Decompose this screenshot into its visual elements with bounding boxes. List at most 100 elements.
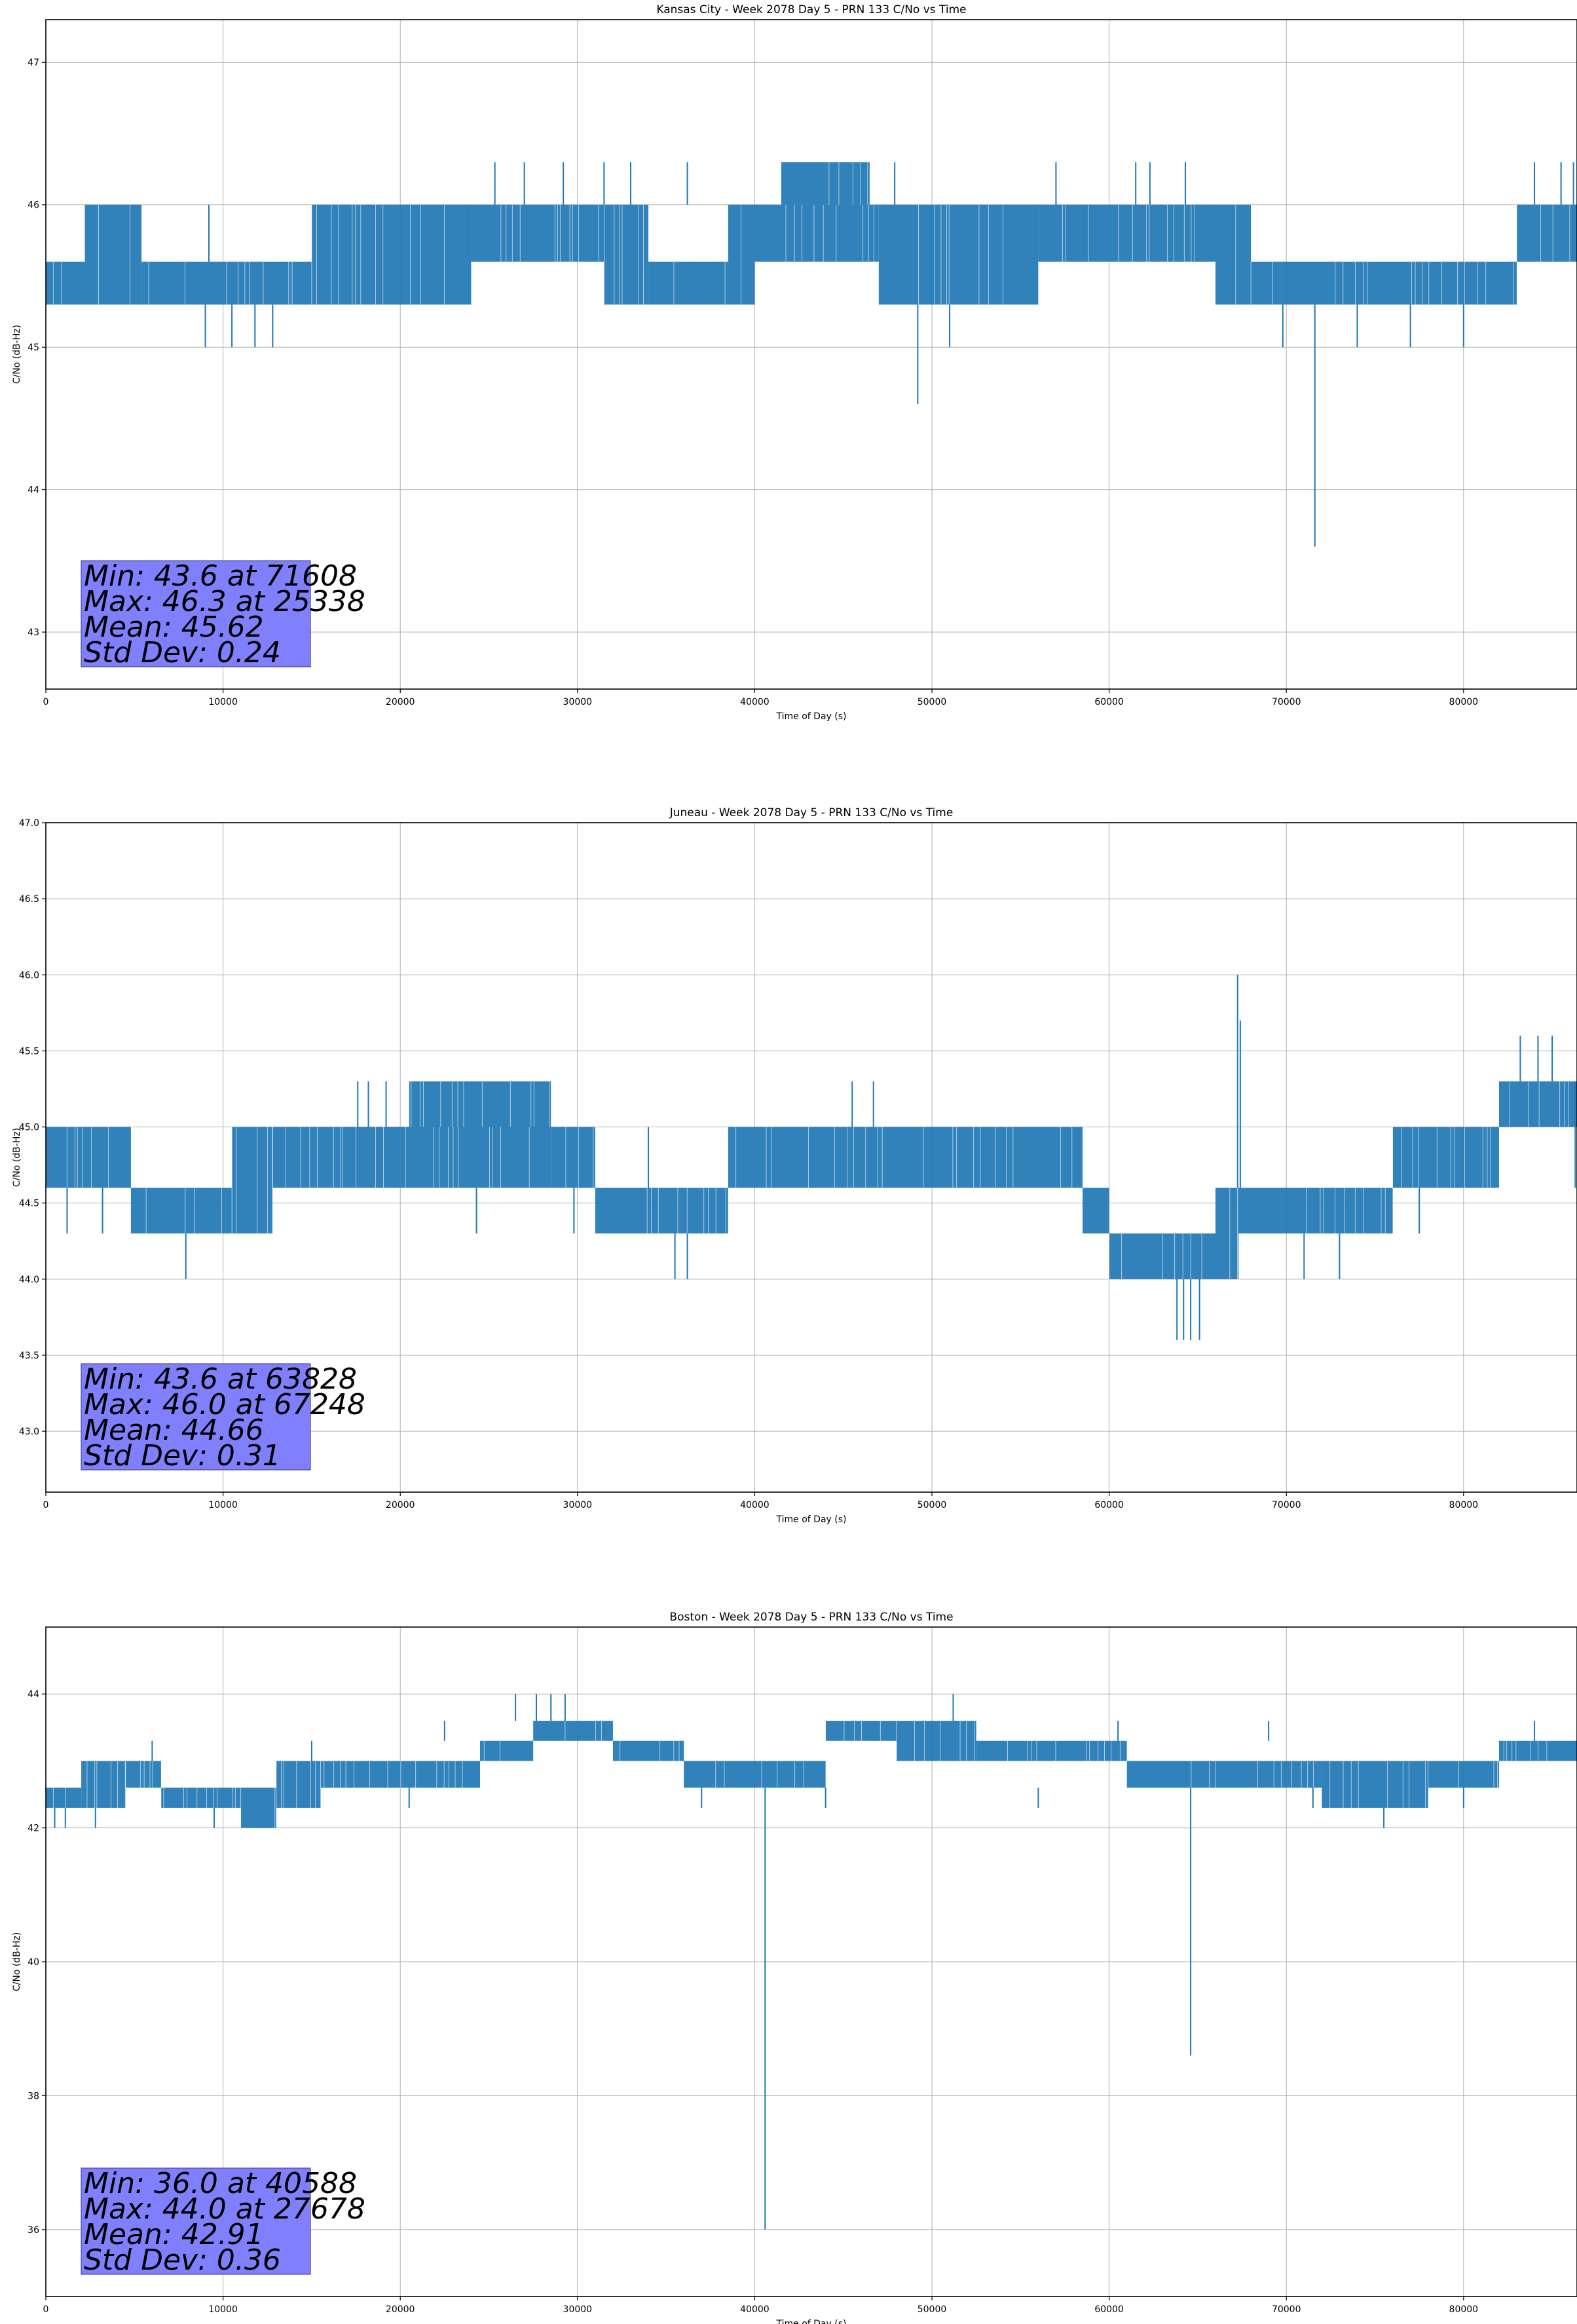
x-tick-label: 80000 bbox=[1449, 2304, 1479, 2315]
data-segment bbox=[1109, 1233, 1215, 1279]
y-tick-label: 46.5 bbox=[19, 894, 39, 905]
data-band bbox=[728, 1127, 933, 1188]
x-axis-label: Time of Day (s) bbox=[776, 2319, 847, 2324]
data-band bbox=[595, 1188, 728, 1234]
data-segment bbox=[1375, 261, 1517, 305]
chart-panel-1: 0 10000 20000 30000 40000 50000 60000 70000 8000… bbox=[12, 3, 1577, 722]
x-axis-label: Time of Day (s) bbox=[776, 1514, 847, 1525]
x-tick-label: 70000 bbox=[1272, 697, 1301, 707]
data-band bbox=[932, 1127, 1083, 1188]
data-segment bbox=[409, 1081, 551, 1127]
data-band bbox=[1238, 1188, 1393, 1234]
x-tick-label: 0 bbox=[43, 1500, 49, 1510]
data-band bbox=[479, 1740, 534, 1761]
data-segment bbox=[1126, 1761, 1215, 1788]
x-tick-label: 40000 bbox=[740, 1500, 770, 1510]
data-band bbox=[1215, 204, 1252, 305]
data-segment bbox=[603, 204, 649, 305]
stats-box bbox=[81, 560, 311, 667]
data-segment bbox=[125, 1761, 161, 1788]
data-segment bbox=[1215, 204, 1252, 305]
data-segment bbox=[1392, 1127, 1499, 1188]
data-band bbox=[1322, 1761, 1428, 1808]
stats-line: Min: 43.6 at 71608 bbox=[84, 559, 357, 593]
chart-title: Juneau - Week 2078 Day 5 - PRN 133 C/No … bbox=[669, 806, 954, 819]
data-segment bbox=[1516, 204, 1577, 262]
data-band bbox=[825, 1721, 897, 1741]
series-line bbox=[46, 1694, 1577, 2230]
data-band bbox=[533, 1721, 613, 1741]
data-segment bbox=[471, 204, 604, 262]
data-segment bbox=[932, 1127, 1083, 1188]
y-axis-label: C/No (dB-Hz) bbox=[12, 1932, 22, 1991]
data-band bbox=[1109, 1233, 1215, 1279]
data-band bbox=[976, 1740, 1127, 1761]
series-line bbox=[46, 975, 1577, 1340]
chart-panel-3: 0 10000 20000 30000 40000 50000 60000 70000 8000… bbox=[12, 1611, 1577, 2324]
x-tick-label: 40000 bbox=[740, 2304, 770, 2315]
y-tick-label: 40 bbox=[28, 1957, 39, 1968]
x-tick-label: 30000 bbox=[563, 2304, 593, 2315]
data-band bbox=[409, 1081, 551, 1127]
x-tick-label: 30000 bbox=[563, 1500, 593, 1510]
x-tick-label: 30000 bbox=[563, 697, 593, 707]
data-band bbox=[604, 204, 649, 305]
y-tick-label: 45.0 bbox=[19, 1123, 39, 1133]
x-tick-label: 40000 bbox=[740, 697, 770, 707]
x-tick-label: 0 bbox=[43, 697, 49, 707]
data-segment bbox=[1322, 1761, 1428, 1808]
data-segment bbox=[932, 204, 1039, 305]
y-axis-label: C/No (dB-Hz) bbox=[12, 1128, 22, 1187]
data-segment bbox=[728, 1127, 933, 1188]
chart-panel-2: 0 10000 20000 30000 40000 50000 60000 70000 8000… bbox=[12, 806, 1577, 1525]
x-tick-label: 10000 bbox=[208, 697, 238, 707]
data-segment bbox=[551, 1127, 595, 1188]
y-tick-label: 38 bbox=[28, 2091, 39, 2101]
x-tick-label: 80000 bbox=[1449, 697, 1479, 707]
data-segment bbox=[1498, 1081, 1577, 1127]
data-band bbox=[1251, 261, 1375, 305]
data-segment bbox=[46, 1788, 82, 1808]
data-band bbox=[1215, 1188, 1239, 1279]
x-tick-label: 70000 bbox=[1272, 2304, 1301, 2315]
data-band bbox=[896, 1721, 976, 1761]
data-band bbox=[1516, 204, 1577, 262]
data-segment bbox=[728, 204, 755, 305]
data-segment bbox=[141, 261, 312, 305]
data-segment bbox=[533, 1721, 613, 1741]
y-tick-label: 47.0 bbox=[19, 818, 39, 829]
stats-box bbox=[81, 1363, 311, 1471]
stats-line: Max: 44.0 at 27678 bbox=[84, 2192, 365, 2226]
stats-line: Mean: 44.66 bbox=[84, 1414, 264, 1447]
data-band bbox=[754, 204, 879, 262]
stats-line: Std Dev: 0.31 bbox=[84, 1439, 281, 1472]
data-segment bbox=[1498, 1740, 1577, 1761]
y-axis-label: C/No (dB-Hz) bbox=[12, 325, 22, 384]
stats-box bbox=[81, 2167, 311, 2275]
x-tick-label: 10000 bbox=[208, 2304, 238, 2315]
y-tick-label: 44.5 bbox=[19, 1199, 39, 1209]
data-segment bbox=[896, 1721, 976, 1761]
data-segment bbox=[825, 1721, 897, 1741]
data-segment bbox=[46, 1127, 131, 1188]
x-tick-label: 70000 bbox=[1272, 1500, 1301, 1510]
data-segment bbox=[160, 1788, 241, 1808]
data-band bbox=[81, 1761, 126, 1808]
data-band bbox=[471, 204, 604, 262]
y-tick-label: 46 bbox=[28, 200, 39, 211]
data-segment bbox=[479, 1740, 534, 1761]
stats-line: Mean: 42.91 bbox=[84, 2218, 264, 2251]
x-tick-label: 20000 bbox=[386, 1500, 415, 1510]
data-band bbox=[46, 1788, 82, 1808]
stats-line: Max: 46.3 at 25338 bbox=[84, 585, 365, 618]
y-tick-label: 45 bbox=[28, 343, 39, 353]
y-tick-label: 46.0 bbox=[19, 970, 39, 981]
axes-frame bbox=[45, 19, 1577, 690]
y-tick-label: 36 bbox=[28, 2225, 39, 2236]
data-segment bbox=[781, 162, 870, 205]
data-segment bbox=[130, 1188, 232, 1234]
data-band bbox=[400, 1127, 551, 1188]
stats-line: Mean: 45.62 bbox=[84, 610, 264, 644]
data-segment bbox=[648, 261, 728, 305]
